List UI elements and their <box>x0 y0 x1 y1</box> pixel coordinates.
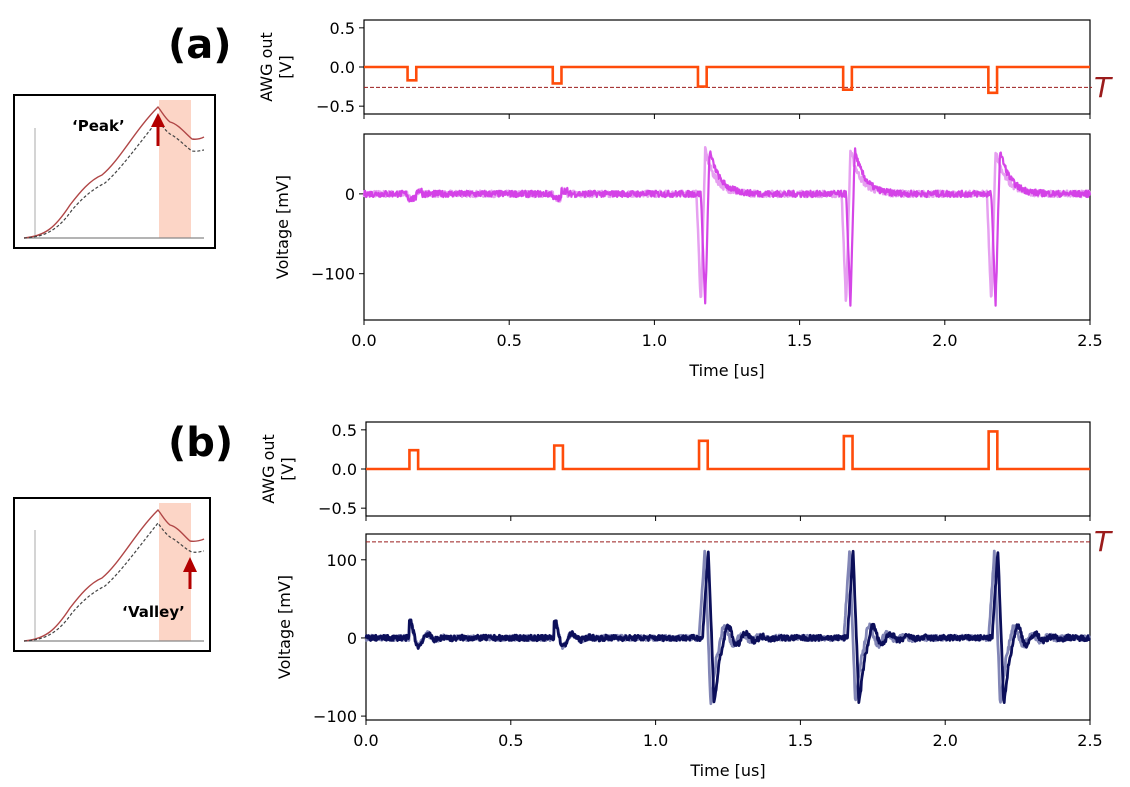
b-voltage-ylabel: Voltage [mV] <box>275 575 294 679</box>
b-voltage-ytick-label: 0 <box>347 629 357 648</box>
b-voltage-frame <box>365 533 1091 721</box>
panel-b-label: (b) <box>168 420 233 466</box>
panel-a-label: (a) <box>168 22 232 68</box>
inset-a-arrow-icon <box>151 113 165 146</box>
a-voltage-ytick-label: 0 <box>345 185 355 204</box>
chart-a-awg-out: 0.5 0.0 −0.5 AWG out [V] <box>257 19 1092 119</box>
b-voltage-ytick-label: 100 <box>326 551 357 570</box>
b-voltage-xtick-label: 1.0 <box>643 731 668 750</box>
b-voltage-xtick-label: 0.5 <box>498 731 523 750</box>
a-voltage-xtick-label: 0.0 <box>351 331 376 350</box>
b-awg-series-line <box>366 430 1090 471</box>
a-voltage-xlabel: Time [us] <box>688 361 764 380</box>
a-voltage-ytick-label: −100 <box>311 265 355 284</box>
inset-b: ‘Valley’ <box>13 497 211 652</box>
threshold-label-b: T <box>1094 525 1113 558</box>
b-awg-ytick-label: 0.0 <box>332 460 357 479</box>
a-voltage-xtick-label: 2.5 <box>1077 331 1102 350</box>
threshold-label-a: T <box>1094 71 1113 104</box>
a-awg-ytick-label: −0.5 <box>316 97 355 116</box>
b-voltage-trace-main <box>364 549 1091 704</box>
a-voltage-xtick-label: 0.5 <box>496 331 521 350</box>
chart-b-voltage: 100 0 −100 0.0 0.5 1.0 1.5 2.0 2.5 Voltage [mV] Ti… <box>275 533 1103 780</box>
inset-b-arrow-icon <box>183 557 197 589</box>
a-awg-pulse-5 <box>988 67 997 93</box>
a-voltage-trace-light <box>362 145 1091 302</box>
a-voltage-frame <box>363 133 1091 321</box>
b-awg-pulse-3 <box>699 441 708 469</box>
a-voltage-xtick-label: 1.0 <box>642 331 667 350</box>
b-awg-pulse-5 <box>989 431 998 469</box>
a-voltage-xtick-label: 1.5 <box>787 331 812 350</box>
b-awg-ylabel-line1: AWG out <box>259 434 278 504</box>
b-voltage-xlabel: Time [us] <box>689 761 765 780</box>
b-voltage-xtick-label: 2.5 <box>1077 731 1102 750</box>
a-awg-ylabel-line2: [V] <box>276 55 295 78</box>
a-awg-pulse-1 <box>408 67 417 80</box>
a-voltage-xtick-label: 2.0 <box>932 331 957 350</box>
inset-a: ‘Peak’ <box>13 94 216 249</box>
b-voltage-xtick-label: 1.5 <box>788 731 813 750</box>
inset-b-solid-curve <box>23 508 205 642</box>
b-awg-ytick-label: −0.5 <box>318 499 357 518</box>
a-voltage-trace-main <box>362 147 1092 307</box>
chart-a-voltage: 0 −100 0.0 0.5 1.0 1.5 2.0 2.5 Voltage [mV] Time … <box>273 133 1103 380</box>
b-awg-ylabel-line2: [V] <box>278 457 297 480</box>
inset-b-annotation: ‘Valley’ <box>122 603 185 621</box>
inset-a-annotation: ‘Peak’ <box>72 117 125 135</box>
b-awg-ytick-label: 0.5 <box>332 421 357 440</box>
a-awg-pulse-3 <box>698 67 707 87</box>
a-awg-pulse-2 <box>553 67 562 83</box>
a-awg-pulse-4 <box>843 67 852 90</box>
chart-b-awg-out: 0.5 0.0 −0.5 AWG out [V] <box>259 421 1091 521</box>
inset-a-solid-curve <box>23 105 205 239</box>
a-awg-series-line <box>364 65 1090 95</box>
inset-a-highlight <box>159 100 191 238</box>
b-voltage-ytick-label: −100 <box>313 707 357 726</box>
b-voltage-xtick-label: 2.0 <box>932 731 957 750</box>
a-awg-ytick-label: 0.0 <box>330 58 355 77</box>
a-voltage-ylabel: Voltage [mV] <box>273 175 292 279</box>
b-awg-pulse-1 <box>409 450 418 469</box>
a-awg-ytick-label: 0.5 <box>330 19 355 38</box>
b-awg-pulse-4 <box>844 436 853 469</box>
b-voltage-xtick-label: 0.0 <box>353 731 378 750</box>
a-awg-ylabel-line1: AWG out <box>257 32 276 102</box>
b-awg-pulse-2 <box>554 446 563 470</box>
